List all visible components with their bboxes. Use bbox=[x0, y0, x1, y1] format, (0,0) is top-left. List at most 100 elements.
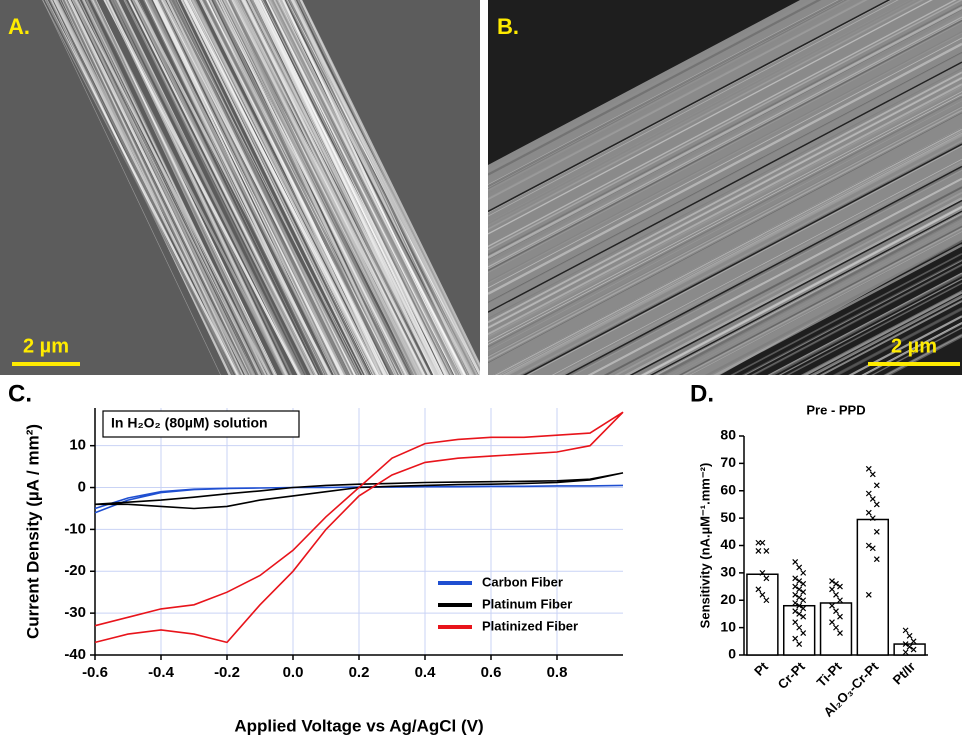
fiber-texture bbox=[496, 129, 962, 375]
data-point bbox=[906, 643, 913, 650]
data-point bbox=[910, 638, 917, 645]
fiber bbox=[128, 0, 319, 375]
fiber-texture bbox=[672, 222, 962, 375]
y-tick-label: -40 bbox=[64, 646, 86, 663]
fiber-texture bbox=[488, 19, 962, 272]
fiber-texture bbox=[488, 0, 816, 173]
series-line bbox=[94, 484, 624, 514]
data-point bbox=[792, 600, 799, 606]
fiber-groove bbox=[629, 199, 962, 375]
x-tick-label: 0.6 bbox=[481, 664, 502, 681]
fiber bbox=[246, 0, 438, 375]
fiber-texture bbox=[502, 133, 962, 375]
y-tick-label: -30 bbox=[64, 604, 86, 621]
fiber bbox=[191, 0, 386, 375]
x-tick-label: 0.0 bbox=[283, 664, 304, 681]
fiber-texture bbox=[488, 42, 962, 295]
fiber bbox=[183, 0, 379, 375]
data-point bbox=[869, 515, 876, 522]
fiber bbox=[64, 0, 250, 375]
data-point bbox=[755, 548, 762, 554]
fiber-groove bbox=[649, 210, 962, 375]
fiber-groove bbox=[488, 61, 962, 313]
fiber-texture bbox=[551, 158, 962, 375]
fiber-texture bbox=[655, 213, 962, 375]
fiber bbox=[95, 0, 277, 375]
data-point bbox=[800, 589, 807, 595]
fiber-texture bbox=[488, 0, 962, 251]
fiber bbox=[157, 0, 341, 375]
y-tick-label: -20 bbox=[64, 562, 86, 579]
data-point bbox=[833, 591, 839, 598]
fiber bbox=[90, 0, 277, 375]
fiber bbox=[266, 0, 460, 375]
data-point bbox=[796, 564, 803, 571]
fiber bbox=[215, 0, 396, 375]
fiber-texture bbox=[488, 52, 962, 305]
bar bbox=[856, 518, 890, 656]
data-point bbox=[755, 586, 762, 593]
fiber-texture bbox=[802, 291, 962, 375]
data-point bbox=[792, 619, 799, 626]
fiber bbox=[282, 0, 461, 375]
fiber-texture bbox=[500, 131, 962, 375]
data-point bbox=[869, 545, 876, 552]
fiber-texture bbox=[713, 244, 962, 375]
data-point bbox=[865, 591, 872, 598]
y-tick-label: 0 bbox=[728, 646, 736, 662]
y-axis-label: Sensitivity (nA.µM⁻¹.mm⁻²) bbox=[697, 463, 712, 629]
fiber bbox=[53, 0, 234, 375]
fiber-texture bbox=[488, 13, 962, 266]
x-tick-label: 0.4 bbox=[415, 664, 437, 681]
x-tick-label: Ti-Pt bbox=[814, 658, 845, 689]
fiber-texture bbox=[488, 100, 962, 352]
fiber bbox=[45, 0, 234, 375]
scale-bar-label: 2 µm bbox=[23, 335, 69, 357]
scale-bar bbox=[12, 362, 80, 366]
data-point bbox=[800, 630, 807, 637]
x-tick-label: 0.8 bbox=[547, 664, 568, 681]
fiber bbox=[263, 0, 451, 375]
fiber-texture bbox=[488, 0, 918, 227]
data-point bbox=[759, 539, 766, 546]
chart-title: Pre - PPD bbox=[806, 402, 865, 417]
fiber bbox=[74, 0, 271, 375]
panel-label: D. bbox=[690, 380, 714, 407]
fiber-texture bbox=[488, 0, 926, 231]
fiber bbox=[144, 0, 331, 375]
x-tick-label: Pt bbox=[751, 658, 771, 678]
fiber-texture bbox=[603, 186, 962, 375]
fiber-texture bbox=[684, 228, 962, 375]
data-point bbox=[800, 613, 807, 620]
fiber-texture bbox=[488, 0, 844, 188]
fiber-texture bbox=[624, 197, 962, 375]
fiber-texture bbox=[488, 0, 957, 248]
fiber bbox=[124, 0, 307, 375]
fiber-texture bbox=[488, 83, 962, 336]
fiber bbox=[290, 0, 480, 375]
fiber bbox=[180, 0, 367, 375]
fiber-groove bbox=[522, 143, 962, 375]
fiber bbox=[145, 0, 339, 375]
data-point bbox=[910, 646, 917, 653]
fiber-texture bbox=[637, 203, 962, 375]
fiber-texture bbox=[809, 295, 962, 375]
fiber-texture bbox=[556, 161, 962, 375]
fiber bbox=[138, 0, 321, 375]
data-point bbox=[902, 627, 909, 634]
fiber-texture bbox=[819, 300, 962, 375]
data-point bbox=[873, 528, 880, 535]
fiber-texture bbox=[679, 225, 962, 375]
fiber bbox=[112, 0, 305, 375]
data-point bbox=[837, 597, 843, 604]
fiber bbox=[62, 0, 242, 375]
data-point bbox=[763, 597, 770, 604]
fiber-texture bbox=[488, 109, 962, 361]
fiber-texture bbox=[488, 111, 962, 363]
fiber-texture bbox=[778, 278, 962, 375]
fiber-texture bbox=[488, 3, 962, 256]
fiber bbox=[215, 0, 408, 375]
data-point bbox=[833, 608, 839, 615]
fiber bbox=[277, 0, 462, 375]
